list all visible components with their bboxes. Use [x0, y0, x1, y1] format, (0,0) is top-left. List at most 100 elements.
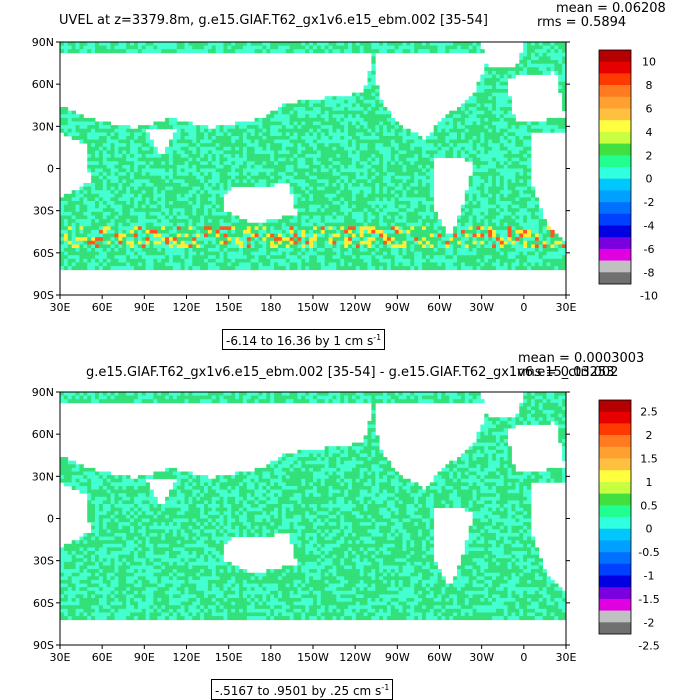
field-cell [95, 132, 100, 137]
field-cell [394, 208, 400, 213]
field-cell [126, 154, 131, 159]
field-cell [336, 168, 341, 173]
field-cell [375, 157, 380, 162]
field-cell [371, 49, 376, 54]
field-cell [145, 139, 150, 144]
field-cell [371, 211, 376, 216]
field-cell [367, 135, 372, 140]
field-cell [106, 125, 111, 130]
field-cell [550, 121, 555, 126]
field-cell [122, 161, 127, 166]
field-cell [499, 132, 505, 137]
field-cell [503, 139, 509, 144]
field-cell [126, 251, 131, 256]
field-cell [429, 182, 435, 187]
field-cell [340, 179, 345, 184]
field-cell [499, 204, 505, 209]
field-cell [460, 150, 466, 155]
field-cell [519, 190, 524, 195]
field-cell [168, 201, 174, 206]
field-cell [126, 175, 131, 180]
field-cell [492, 182, 497, 187]
field-cell [375, 215, 380, 220]
field-cell [149, 172, 154, 177]
field-cell [316, 219, 322, 224]
field-cell [200, 128, 205, 133]
field-cell [157, 161, 162, 166]
field-cell [106, 146, 111, 151]
field-cell [301, 154, 306, 159]
field-cell [386, 132, 392, 137]
field-cell [386, 211, 392, 216]
field-cell [336, 114, 341, 119]
field-cell [515, 197, 520, 202]
field-cell [375, 251, 380, 256]
field-cell [523, 60, 528, 65]
field-cell [375, 107, 380, 112]
field-cell [359, 182, 364, 187]
field-cell [484, 81, 489, 86]
field-cell [421, 175, 427, 180]
field-cell [472, 168, 477, 173]
field-cell [60, 110, 65, 115]
field-cell [523, 175, 528, 180]
field-cell [355, 201, 361, 206]
field-cell [398, 168, 403, 173]
field-cell [410, 172, 415, 177]
field-cell [542, 70, 547, 75]
field-cell [468, 117, 473, 122]
field-cell [106, 204, 111, 209]
field-cell [215, 248, 220, 253]
field-cell [421, 139, 427, 144]
field-cell [406, 248, 411, 253]
field-cell [110, 42, 115, 47]
field-cell [538, 240, 544, 245]
field-cell [231, 251, 236, 256]
field-cell [390, 208, 396, 213]
field-cell [75, 255, 80, 260]
panel2-range-text: -.5167 to .9501 by .25 cm s [215, 684, 382, 698]
field-cell [488, 110, 493, 115]
field-cell [309, 186, 314, 191]
field-cell [515, 182, 520, 187]
field-cell [157, 179, 162, 184]
field-cell [472, 110, 477, 115]
field-cell [258, 161, 263, 166]
field-cell [266, 182, 271, 187]
field-cell [110, 154, 115, 159]
field-cell [344, 251, 349, 256]
field-cell [102, 222, 108, 227]
field-cell [98, 208, 104, 213]
field-cell [145, 186, 150, 191]
field-cell [250, 135, 256, 140]
field-cell [527, 139, 532, 144]
field-cell [386, 114, 392, 119]
field-cell [519, 226, 524, 231]
field-cell [258, 132, 263, 137]
field-cell [351, 222, 357, 227]
field-cell [200, 190, 205, 195]
field-cell [258, 244, 263, 249]
field-cell [390, 244, 396, 249]
field-cell [204, 211, 209, 216]
field-cell [527, 157, 532, 162]
field-cell [165, 186, 170, 191]
field-cell [141, 211, 147, 216]
field-cell [492, 201, 497, 206]
field-cell [530, 67, 536, 72]
field-cell [149, 193, 154, 198]
field-cell [141, 154, 147, 159]
field-cell [133, 157, 139, 162]
field-cell [277, 154, 283, 159]
field-cell [215, 208, 220, 213]
field-cell [480, 139, 485, 144]
field-cell [200, 182, 205, 187]
field-cell [386, 233, 392, 238]
field-cell [98, 190, 104, 195]
field-cell [309, 193, 314, 198]
field-cell [180, 132, 185, 137]
field-cell [410, 240, 415, 245]
field-cell [137, 172, 143, 177]
field-cell [235, 45, 240, 50]
field-cell [530, 49, 536, 54]
